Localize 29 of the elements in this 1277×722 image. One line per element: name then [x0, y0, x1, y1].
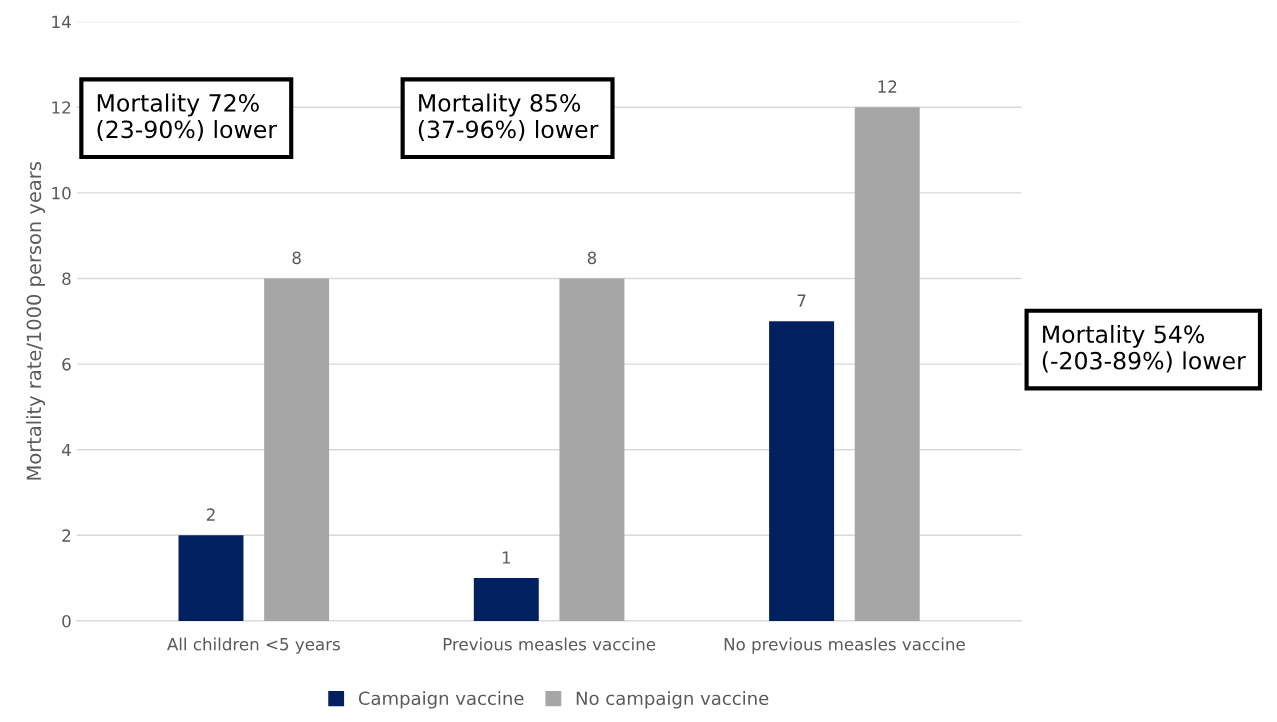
bar — [178, 535, 244, 621]
y-tick-label: 2 — [62, 529, 71, 542]
legend-label: Campaign vaccine — [358, 691, 524, 709]
y-tick-label: 10 — [52, 186, 71, 200]
data-label: 12 — [878, 80, 897, 93]
y-tick-label: 8 — [62, 272, 71, 286]
data-label: 2 — [206, 508, 215, 521]
x-tick-label: Previous measles vaccine — [443, 637, 656, 651]
bar — [473, 578, 539, 621]
text: Mortality 54% (-203-89%) lower — [1042, 324, 1246, 373]
data-label: 1 — [502, 551, 511, 564]
y-tick-label: 6 — [62, 358, 71, 371]
bar — [264, 278, 330, 621]
y-tick-label: 0 — [62, 614, 71, 628]
annotation: Mortality 72% (23-90%) lower — [97, 93, 278, 142]
annotation: Mortality 85% (37-96%) lower — [418, 93, 599, 142]
bar — [854, 107, 920, 621]
y-axis-title: Mortality rate/1000 person years — [26, 162, 45, 480]
x-tick-label: All children <5 years — [167, 637, 340, 654]
x-tick-label: No previous measles vaccine — [724, 637, 965, 654]
y-tick-label: 12 — [52, 101, 71, 114]
y-tick-label: 4 — [61, 443, 71, 457]
data-label: 7 — [797, 294, 806, 307]
data-label: 8 — [587, 251, 597, 265]
bar — [769, 321, 835, 621]
y-tick-label: 14 — [52, 15, 71, 28]
bar — [559, 278, 625, 621]
legend-label: No campaign vaccine — [576, 691, 769, 709]
data-label: 8 — [292, 251, 301, 265]
